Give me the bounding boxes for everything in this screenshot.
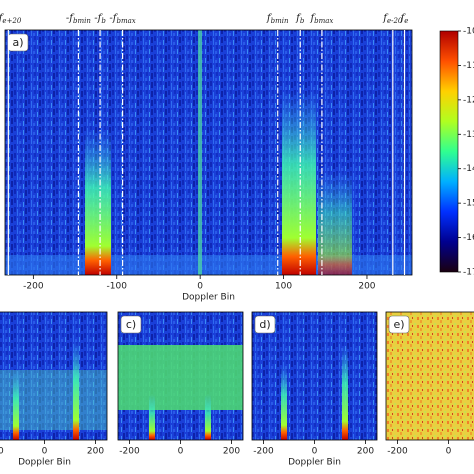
marker-symbol: f (400, 13, 407, 24)
x-tick-label: -200 (119, 447, 140, 457)
heatmap-d (251, 311, 378, 441)
marker-label: -fe+20 (0, 13, 22, 26)
marker-subscript: e (404, 17, 408, 25)
marker-subscript: bmin (73, 17, 91, 25)
marker-subscript: bmin (271, 17, 289, 25)
marker-symbol: -f (66, 13, 75, 24)
marker-label: -fbmin (66, 13, 91, 26)
heatmap-a (5, 30, 412, 275)
colorbar-tick-label: -120 (463, 95, 474, 105)
x-axis-label: Doppler Bin (288, 458, 341, 468)
marker-symbol: -f (0, 13, 5, 24)
colorbar-tick-label: -160 (463, 233, 474, 243)
panel-label: d) (259, 318, 270, 331)
x-tick-label: -100 (107, 282, 128, 292)
panel-label: c) (126, 318, 136, 331)
x-tick-label: -200 (253, 447, 274, 457)
x-axis-label: Doppler Bin (182, 293, 235, 303)
marker-label: -fbmax (109, 13, 135, 26)
panel-label-box (254, 315, 276, 334)
colorbar-tick-label: -110 (463, 61, 474, 71)
heatmap-b (0, 311, 108, 441)
marker-label: fe (400, 13, 409, 26)
panel-label-box (388, 315, 410, 334)
marker-label: -fb (94, 13, 106, 26)
x-tick-label: 0 (197, 282, 203, 292)
panel-label-box (120, 315, 142, 334)
x-tick-label: 200 (358, 282, 375, 292)
colorbar-tick-label: -140 (463, 164, 474, 174)
heatmap-e (385, 311, 474, 441)
marker-subscript: b (101, 17, 106, 25)
marker-symbol: -f (109, 13, 118, 24)
panel-label: e) (393, 318, 404, 331)
marker-subscript: e-20 (387, 17, 403, 25)
x-tick-label: 0 (42, 447, 48, 457)
colorbar-tick-label: -150 (463, 199, 474, 209)
marker-symbol: f (295, 13, 302, 24)
colorbar (439, 30, 459, 273)
x-tick-label: 200 (223, 447, 240, 457)
marker-label: fbmax (309, 13, 333, 26)
x-tick-label: 0 (178, 447, 184, 457)
x-tick-label: 0 (446, 447, 452, 457)
marker-subscript: bmax (314, 17, 333, 25)
colorbar-tick-label: -130 (463, 130, 474, 140)
marker-label: fbmin (266, 13, 289, 26)
x-axis-label: Doppler Bin (18, 458, 71, 468)
x-tick-label: 200 (357, 447, 374, 457)
x-tick-label: -200 (0, 447, 4, 457)
marker-subscript: b (300, 17, 305, 25)
colorbar-tick-label: -100 (463, 27, 474, 37)
x-tick-label: -200 (23, 282, 44, 292)
marker-symbol: f (266, 13, 273, 24)
x-tick-label: 200 (87, 447, 104, 457)
marker-symbol: f (382, 13, 389, 24)
heatmap-c (117, 311, 244, 441)
x-tick-label: -200 (387, 447, 408, 457)
x-tick-label: 100 (275, 282, 292, 292)
panel-label: a) (12, 36, 23, 49)
colorbar-tick-label: -170 (463, 268, 474, 278)
marker-subscript: bmax (117, 17, 136, 25)
marker-subscript: e+20 (2, 17, 21, 25)
marker-symbol: -f (94, 13, 103, 24)
marker-label: fe-20 (382, 13, 403, 26)
x-tick-label: 0 (312, 447, 318, 457)
marker-symbol: f (309, 13, 316, 24)
marker-label: fb (295, 13, 305, 26)
